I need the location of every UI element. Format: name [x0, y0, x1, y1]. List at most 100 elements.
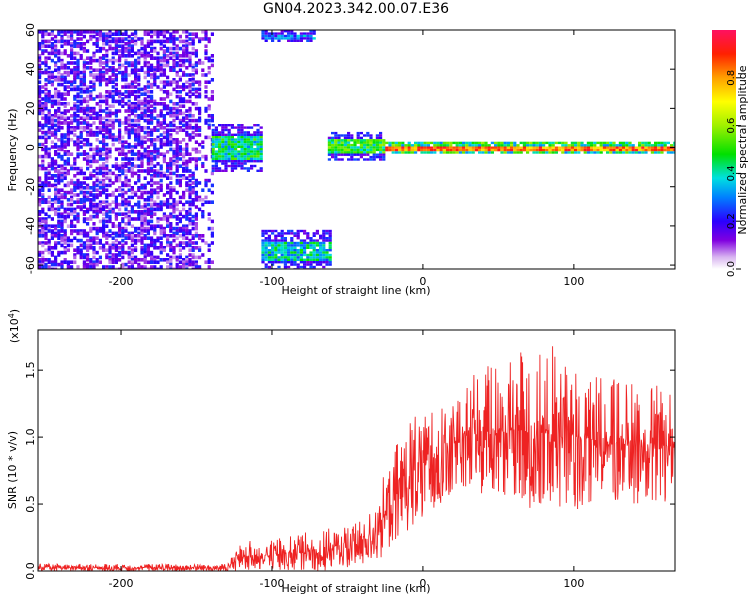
heatmap-cell [38, 85, 42, 89]
heatmap-cell [124, 58, 128, 63]
heatmap-cell [172, 63, 176, 68]
heatmap-cell [188, 183, 192, 188]
heatmap-cell [82, 171, 86, 176]
heatmap-cell [198, 142, 202, 147]
heatmap-cell [153, 212, 157, 216]
heatmap-cell [108, 178, 112, 183]
heatmap-cell [350, 151, 354, 154]
heatmap-cell [108, 250, 112, 255]
heatmap-cell [66, 138, 70, 142]
heatmap-cell [86, 61, 90, 65]
heatmap-cell [143, 214, 147, 219]
heatmap-cell [162, 58, 166, 63]
heatmap-cell [201, 30, 205, 34]
heatmap-cell [162, 56, 166, 60]
heatmap-cell [580, 148, 584, 152]
heatmap-cell [121, 202, 125, 207]
heatmap-cell [638, 141, 642, 145]
heatmap-cell [60, 82, 64, 87]
heatmap-cell [63, 80, 67, 84]
heatmap-cell [105, 154, 109, 159]
heatmap-cell [210, 190, 214, 195]
heatmap-cell [92, 42, 96, 46]
heatmap-cell [150, 188, 154, 192]
heatmap-cell [210, 97, 214, 101]
heatmap-cell [54, 142, 58, 147]
heatmap-cell [162, 54, 166, 58]
heatmap-cell [542, 148, 546, 152]
heatmap-cell [567, 146, 571, 149]
heatmap-cell [105, 135, 109, 140]
heatmap-cell [98, 37, 102, 41]
heatmap-cell [185, 121, 189, 125]
heatmap-cell [121, 183, 125, 188]
heatmap-cell [471, 141, 475, 145]
heatmap-cell [63, 78, 67, 82]
heatmap-cell [66, 123, 70, 128]
heatmap-cell [162, 118, 166, 123]
heatmap-cell [513, 151, 517, 154]
heatmap-cell [529, 148, 533, 152]
heatmap-cell [153, 56, 157, 60]
heatmap-cell [198, 246, 202, 250]
heatmap-cell [577, 141, 581, 145]
heatmap-cell [309, 265, 313, 269]
heatmap-cell [246, 150, 250, 153]
heatmap-cell [140, 42, 144, 46]
heatmap-cell [191, 222, 195, 226]
heatmap-cell [240, 131, 244, 134]
heatmap-cell [73, 116, 77, 120]
heatmap-cell [70, 195, 74, 200]
heatmap-cell [73, 157, 77, 161]
heatmap-cell [175, 116, 179, 120]
heatmap-cell [188, 138, 192, 142]
heatmap-cell [38, 200, 42, 204]
heatmap-cell [271, 239, 275, 242]
heatmap-cell [73, 87, 77, 92]
heatmap-cell [210, 260, 214, 264]
heatmap-cell [224, 148, 228, 151]
heatmap-cell [137, 186, 141, 190]
heatmap-cell [178, 253, 182, 257]
heatmap-cell [430, 151, 434, 154]
heatmap-cell [169, 229, 173, 233]
heatmap-cell [337, 134, 341, 137]
heatmap-cell [124, 46, 128, 51]
heatmap-cell [140, 212, 144, 216]
heatmap-cell [44, 130, 48, 135]
heatmap-cell [214, 157, 218, 160]
heatmap-cell [127, 121, 131, 125]
heatmap-cell [382, 151, 386, 154]
heatmap-cell [312, 32, 316, 35]
heatmap-cell [44, 32, 48, 36]
heatmap-cell [108, 80, 112, 84]
heatmap-cell [63, 30, 67, 34]
heatmap-cell [156, 85, 160, 89]
heatmap-cell [86, 258, 90, 262]
heatmap-cell [146, 250, 150, 255]
heatmap-cell [293, 261, 297, 264]
heatmap-cell [124, 226, 128, 231]
heatmap-cell [124, 176, 128, 180]
heatmap-cell [137, 150, 141, 154]
heatmap-cell [583, 151, 587, 154]
heatmap-cell [41, 111, 45, 116]
heatmap-cell [372, 158, 376, 161]
heatmap-cell [328, 246, 332, 249]
heatmap-cell [188, 241, 192, 245]
heatmap-cell [143, 58, 147, 63]
heatmap-cell [82, 46, 86, 51]
heatmap-cell [98, 128, 102, 132]
heatmap-cell [118, 166, 122, 171]
heatmap-cell [86, 114, 90, 118]
heatmap-cell [102, 246, 106, 250]
heatmap-cell [66, 267, 70, 269]
heatmap-cell [60, 63, 64, 68]
heatmap-cell [57, 154, 61, 159]
heatmap-cell [516, 148, 520, 152]
heatmap-cell [86, 123, 90, 128]
heatmap-cell [230, 140, 234, 144]
heatmap-cell [673, 144, 675, 147]
heatmap-cell [264, 241, 268, 245]
heatmap-cell [82, 111, 86, 116]
